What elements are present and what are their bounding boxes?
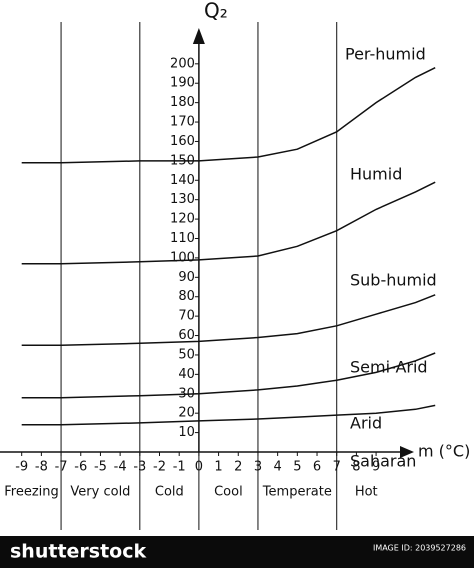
y-tick-label: 20 [178,406,195,421]
x-tick-label: -5 [94,460,107,475]
curve-label: Sub-humid [350,271,437,290]
x-tick-label: -4 [114,460,127,475]
y-tick-label: 60 [178,328,195,343]
x-tick-label: -9 [15,460,28,475]
footer-bar [0,536,474,568]
curve [21,181,436,265]
zone-label: Cool [214,485,243,500]
curve-label: Semi-Arid [350,358,428,377]
y-tick-label: 50 [178,347,195,362]
x-tick-label: -6 [74,460,87,475]
x-tick-label: 6 [313,460,321,475]
x-tick-label: -1 [173,460,186,475]
zone-label: Hot [355,485,378,500]
curve-label: Per-humid [345,45,426,64]
y-tick-label: 70 [178,309,195,324]
curve-label: Arid [350,414,382,433]
y-tick-label: 100 [170,250,195,265]
y-tick-label: 190 [170,76,195,91]
y-axis-arrow [192,28,205,44]
x-tick-label: -3 [133,460,146,475]
x-axis-label: m (°C) [418,442,470,461]
y-tick-label: 110 [170,231,195,246]
zone-label: Cold [155,485,184,500]
y-tick-label: 90 [178,270,195,285]
x-tick-label: 7 [333,460,341,475]
curve [21,352,436,399]
y-tick-label: 160 [170,134,195,149]
x-tick-label: 9 [372,460,380,475]
x-tick-label: 8 [352,460,360,475]
y-tick-label: 140 [170,173,195,188]
curve [21,294,436,347]
x-tick-label: -7 [55,460,68,475]
curve-label: Humid [350,165,402,184]
y-tick-label: 10 [178,425,195,440]
footer-brand: shutterstock [10,541,146,563]
x-tick-label: 5 [293,460,301,475]
region-label: Saharan [350,452,416,471]
y-tick-label: 200 [170,56,195,71]
x-tick-label: 2 [234,460,242,475]
zone-label: Temperate [262,485,332,500]
x-tick-label: 4 [274,460,282,475]
x-tick-label: -2 [153,460,166,475]
y-tick-label: 180 [170,95,195,110]
y-tick-label: 120 [170,212,195,227]
y-tick-label: 40 [178,367,195,382]
y-tick-label: 170 [170,115,195,130]
curve [21,404,436,426]
footer-id: IMAGE ID: 2039527286 [373,544,466,553]
x-tick-label: 3 [254,460,262,475]
y-tick-label: 130 [170,192,195,207]
y-tick-label: 80 [178,289,195,304]
x-tick-label: -8 [35,460,48,475]
zone-label: Very cold [70,485,130,500]
x-tick-label: 0 [195,460,203,475]
y-axis-label: Q₂ [204,0,228,23]
curve [21,67,436,164]
x-axis-arrow [400,446,414,458]
zone-label: Freezing [4,485,59,500]
x-tick-label: 1 [214,460,222,475]
